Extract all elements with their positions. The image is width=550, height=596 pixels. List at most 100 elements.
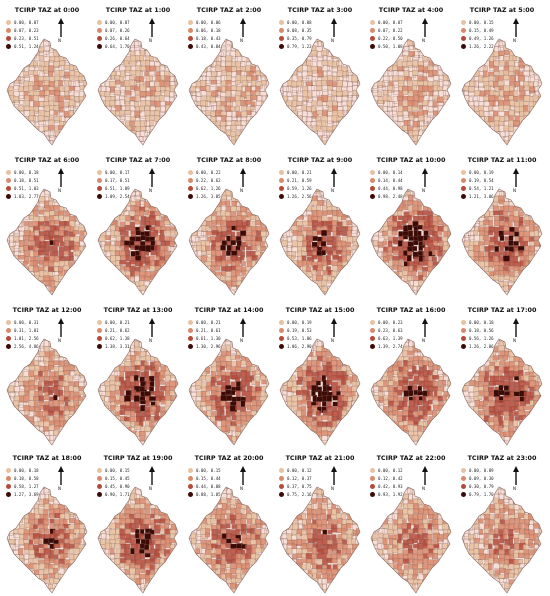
legend-range: 0.06, 0.18	[196, 28, 221, 33]
taz-zone	[192, 192, 199, 199]
legend-entry: 0.00, 0.17	[97, 169, 145, 176]
taz-zone	[73, 265, 77, 272]
taz-zone	[379, 61, 384, 67]
taz-zone	[100, 220, 106, 224]
taz-zone	[442, 121, 449, 127]
taz-zone	[10, 145, 16, 148]
taz-zone	[95, 251, 99, 257]
taz-zone	[43, 126, 48, 131]
taz-zone	[186, 127, 191, 132]
taz-zone	[460, 222, 464, 228]
taz-zone	[443, 51, 449, 55]
taz-zone	[119, 141, 125, 147]
taz-zone	[453, 291, 454, 297]
taz-zone	[256, 125, 262, 131]
taz-zone	[101, 36, 107, 41]
taz-zone	[186, 220, 192, 225]
taz-zone	[89, 52, 90, 58]
taz-zone	[260, 207, 264, 213]
taz-zone	[111, 136, 116, 143]
taz-zone	[34, 62, 38, 67]
taz-zone	[109, 245, 116, 251]
taz-zone	[378, 261, 384, 267]
taz-zone	[236, 86, 242, 90]
taz-zone	[378, 135, 383, 140]
taz-zone	[539, 141, 545, 146]
taz-zone	[357, 200, 363, 206]
taz-zone	[39, 55, 44, 60]
taz-zone	[480, 195, 485, 201]
taz-zone	[326, 102, 332, 108]
taz-zone	[374, 281, 378, 286]
taz-zone	[266, 187, 272, 192]
taz-zone	[408, 291, 413, 296]
taz-zone	[347, 132, 353, 136]
taz-zone	[63, 36, 69, 42]
taz-zone	[201, 241, 205, 246]
taz-zone	[459, 141, 466, 147]
taz-zone	[393, 286, 399, 290]
taz-zone	[165, 116, 172, 120]
taz-zone	[78, 261, 83, 267]
taz-zone	[73, 277, 79, 283]
taz-zone	[383, 186, 388, 192]
taz-zone	[164, 147, 168, 148]
taz-zone	[388, 211, 393, 215]
taz-zone	[135, 146, 140, 148]
taz-zone	[266, 296, 270, 298]
taz-zone	[297, 81, 304, 86]
taz-zone	[90, 292, 91, 297]
taz-zone	[200, 141, 205, 148]
taz-zone	[155, 187, 160, 192]
taz-zone	[357, 132, 363, 136]
panel-title: TCIRP TAZ at 8:00	[184, 156, 274, 164]
taz-zone	[28, 281, 32, 286]
taz-zone	[523, 41, 527, 45]
taz-zone	[484, 51, 490, 58]
taz-zone	[245, 286, 250, 292]
taz-zone	[372, 142, 379, 148]
taz-zone	[175, 66, 181, 72]
taz-zone	[271, 221, 272, 228]
taz-zone	[282, 65, 289, 71]
taz-zone	[70, 51, 74, 55]
taz-zone	[260, 266, 266, 270]
taz-zone	[489, 136, 496, 141]
taz-zone	[74, 121, 79, 127]
taz-zone	[453, 236, 454, 241]
panel-title: TCIRP TAZ at 6:00	[2, 156, 92, 164]
taz-zone	[35, 36, 41, 42]
taz-zone	[89, 261, 90, 265]
taz-zone	[211, 197, 216, 204]
taz-zone	[437, 52, 443, 56]
taz-zone	[307, 45, 311, 49]
taz-zone	[368, 50, 373, 57]
taz-zone	[374, 41, 379, 46]
legend-swatch	[97, 20, 102, 25]
taz-zone	[357, 197, 363, 203]
taz-zone	[191, 187, 197, 194]
taz-zone	[545, 96, 546, 102]
taz-zone	[490, 62, 494, 69]
taz-zone	[413, 276, 419, 281]
taz-zone	[104, 72, 108, 78]
taz-zone	[226, 91, 232, 97]
taz-zone	[358, 36, 364, 41]
taz-zone	[452, 112, 454, 116]
taz-zone	[156, 126, 163, 131]
taz-zone	[246, 226, 253, 230]
taz-zone	[377, 281, 382, 286]
taz-zone	[101, 146, 106, 148]
legend-swatch	[97, 178, 102, 183]
taz-zone	[206, 191, 210, 196]
taz-zone	[387, 290, 394, 296]
taz-zone	[54, 37, 59, 41]
taz-zone	[402, 96, 407, 100]
taz-zone	[106, 196, 112, 202]
taz-zone	[80, 252, 87, 257]
taz-zone	[424, 201, 428, 205]
taz-zone	[379, 51, 385, 57]
taz-zone	[242, 291, 248, 298]
taz-zone	[100, 117, 105, 124]
taz-zone	[85, 56, 90, 61]
